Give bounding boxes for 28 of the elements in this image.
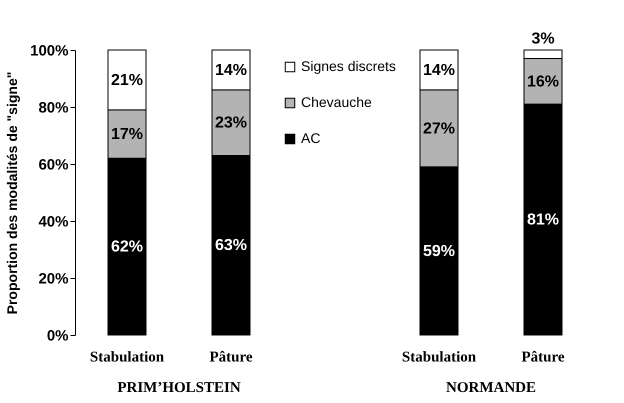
x-tick-label: Stabulation [90,350,165,366]
text: 27% [422,120,456,138]
text: 16% [526,73,560,90]
text: 17% [110,126,144,144]
text: 21% [110,72,144,89]
text: 23% [214,114,248,132]
text: 62% [110,238,144,256]
legend-label: Signes discrets [301,58,396,74]
y-tick-label: 100% [30,42,68,60]
text: NORMANDE [446,380,536,396]
text: 14% [422,62,456,79]
text: 59% [422,242,456,260]
y-tick-label: 60% [38,156,68,174]
x-tick-label: Pâture [209,350,253,366]
y-tick-label: 0% [46,328,68,344]
text: PRIM’HOLSTEIN [117,380,241,396]
text: 81% [526,212,560,229]
text: 63% [214,237,248,254]
legend-label: AC [301,130,320,146]
y-tick-label: 80% [38,100,68,116]
x-tick-label: Pâture [521,350,565,366]
y-tick-label: 40% [38,214,68,230]
x-tick-label: Stabulation [402,350,477,366]
legend-label: Chevauche [301,94,372,110]
y-axis-title: Proportion des modalités de "signe" [4,72,20,314]
text: 3% [531,30,555,48]
y-tick-label: 20% [38,270,68,288]
text: 14% [214,62,248,79]
